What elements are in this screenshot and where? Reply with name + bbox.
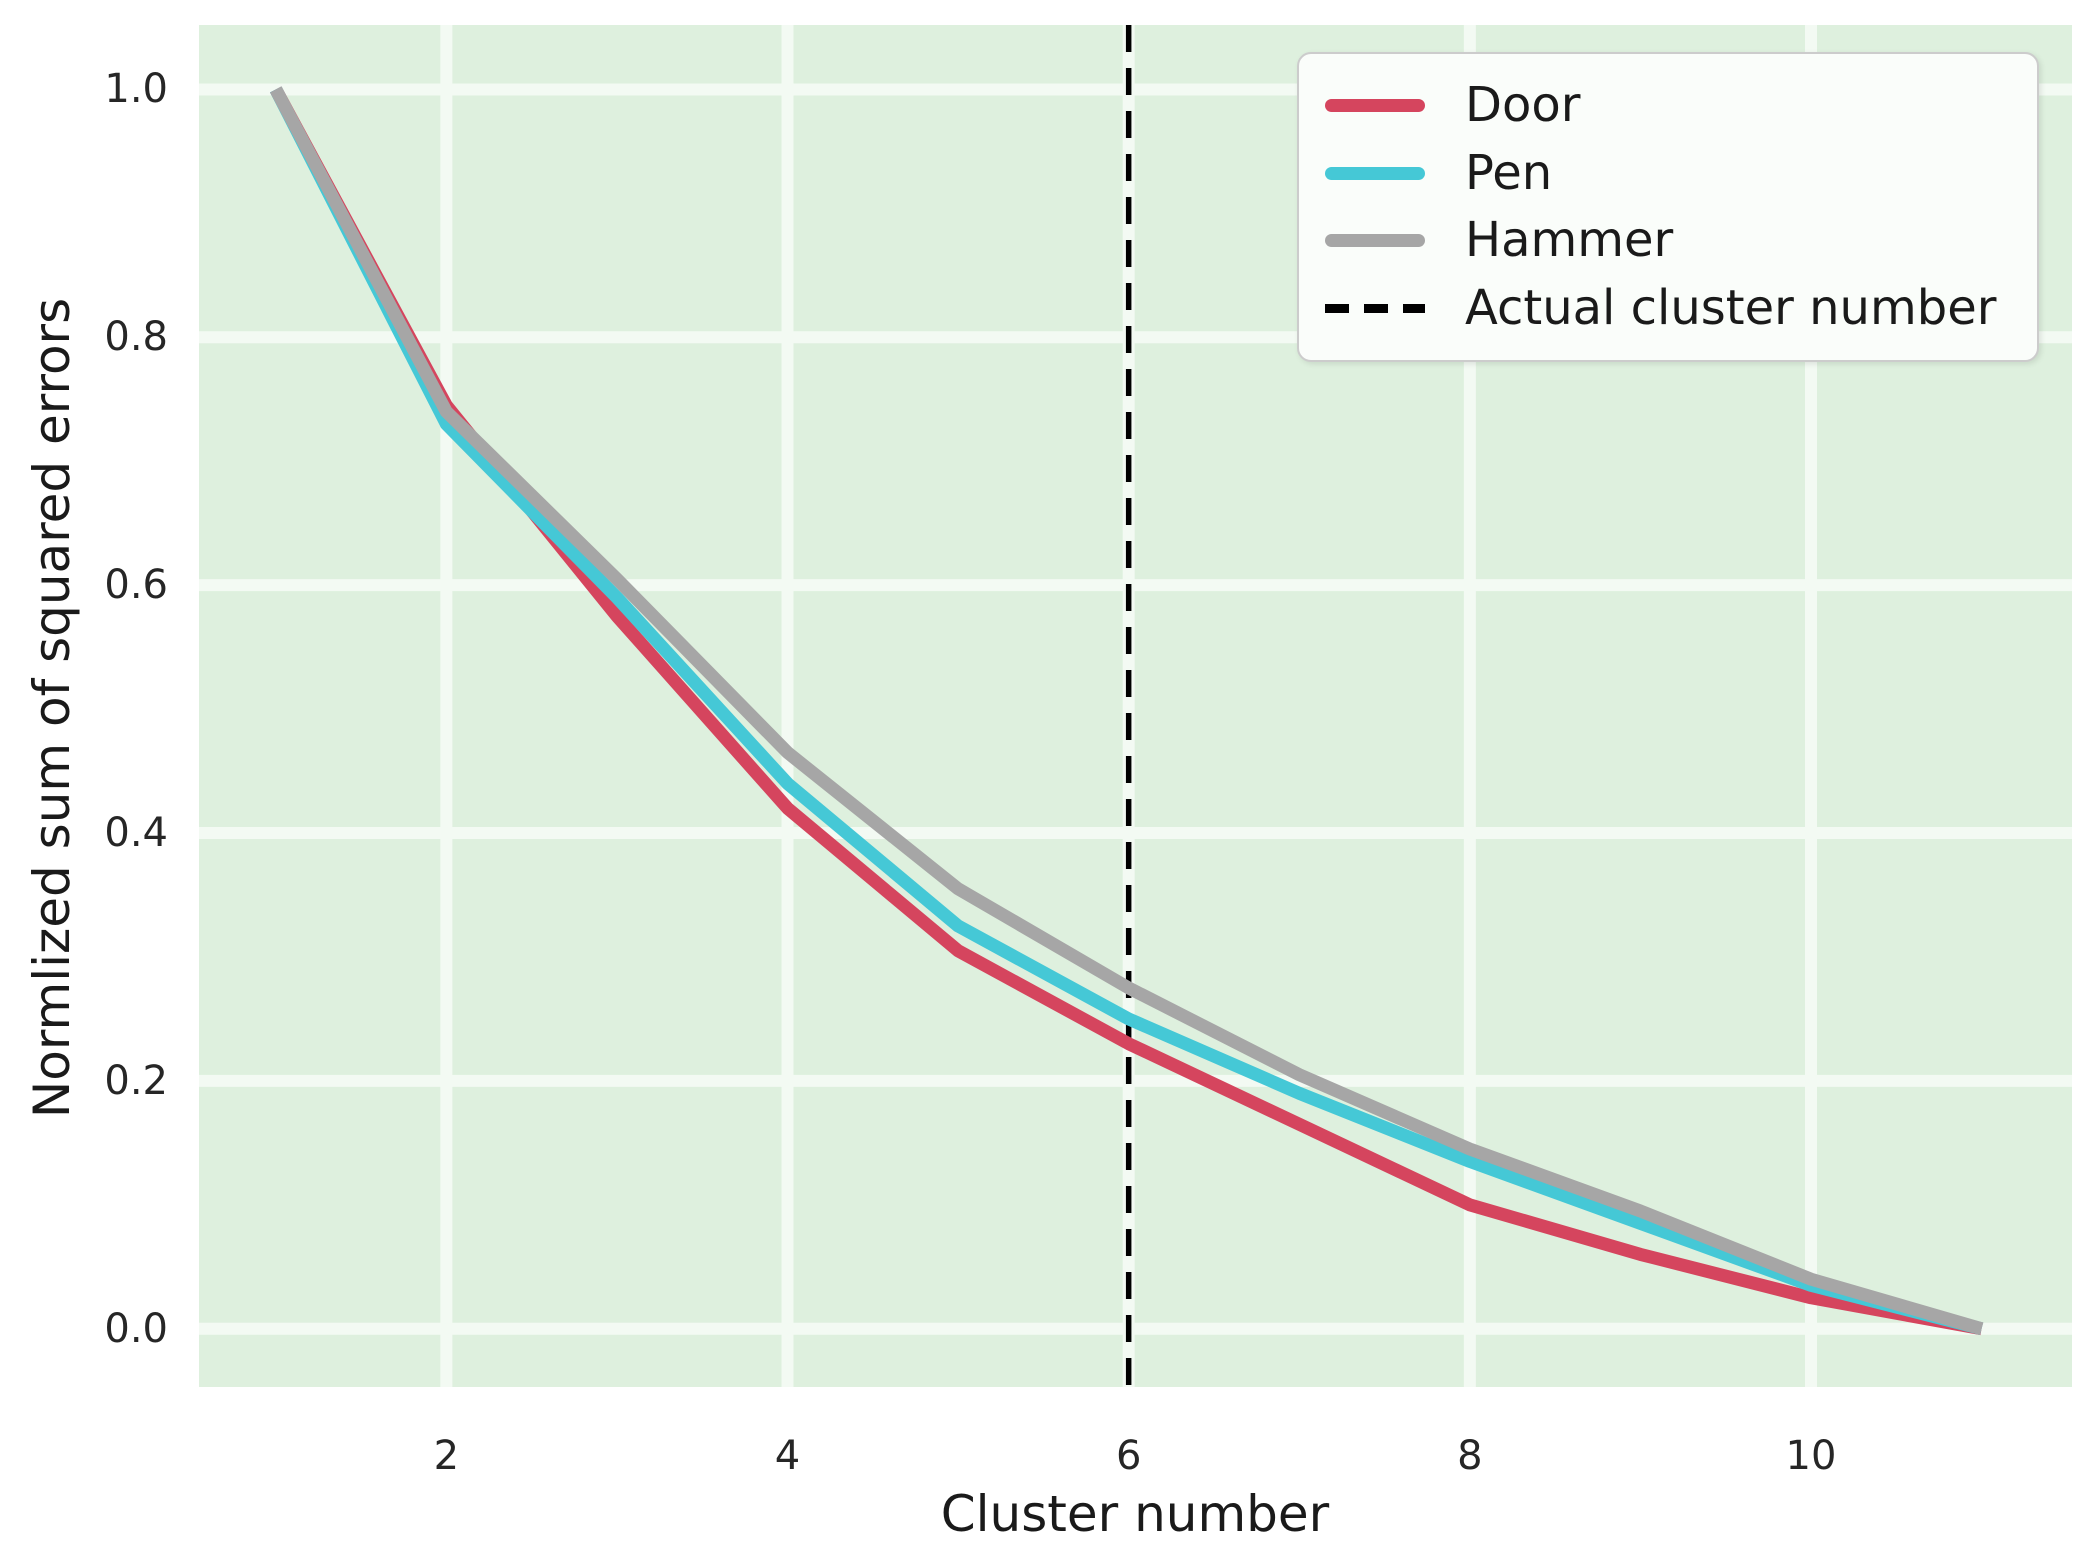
line-swatch-icon <box>1325 166 1425 180</box>
x-tick-label: 10 <box>1785 1433 1837 1479</box>
y-tick-label: 0.4 <box>104 810 168 857</box>
y-tick-label: 1.0 <box>104 66 168 113</box>
x-tick-label: 6 <box>1115 1433 1142 1479</box>
dashed-line-swatch-icon <box>1325 304 1425 314</box>
series-line-hammer <box>270 86 1984 1335</box>
y-tick-label: 0.8 <box>104 314 168 361</box>
legend-item-actual-cluster-number: Actual cluster number <box>1325 282 2027 335</box>
x-tick-label: 4 <box>774 1433 801 1479</box>
y-tick-label: 0.2 <box>104 1057 168 1104</box>
legend-label: Actual cluster number <box>1465 280 1997 337</box>
x-axis-label: Cluster number <box>940 1485 1330 1543</box>
y-axis-label: Normlized sum of squared errors <box>23 297 81 1119</box>
legend-label: Door <box>1465 76 1581 133</box>
legend-item-pen: Pen <box>1325 144 2027 201</box>
legend: Door Pen Hammer Actual cluster number <box>1297 52 2039 362</box>
series-line-pen <box>269 86 1984 1336</box>
y-tick-label: 0.0 <box>104 1305 168 1352</box>
legend-label: Pen <box>1465 144 1553 201</box>
legend-item-door: Door <box>1325 79 2027 132</box>
x-tick-label: 2 <box>433 1433 460 1479</box>
legend-item-hammer: Hammer <box>1325 214 2027 267</box>
y-tick-label: 0.6 <box>104 562 168 609</box>
legend-label: Hammer <box>1465 212 1674 269</box>
x-tick-label: 8 <box>1457 1433 1483 1479</box>
line-swatch-icon <box>1325 98 1425 112</box>
line-swatch-icon <box>1325 234 1425 248</box>
